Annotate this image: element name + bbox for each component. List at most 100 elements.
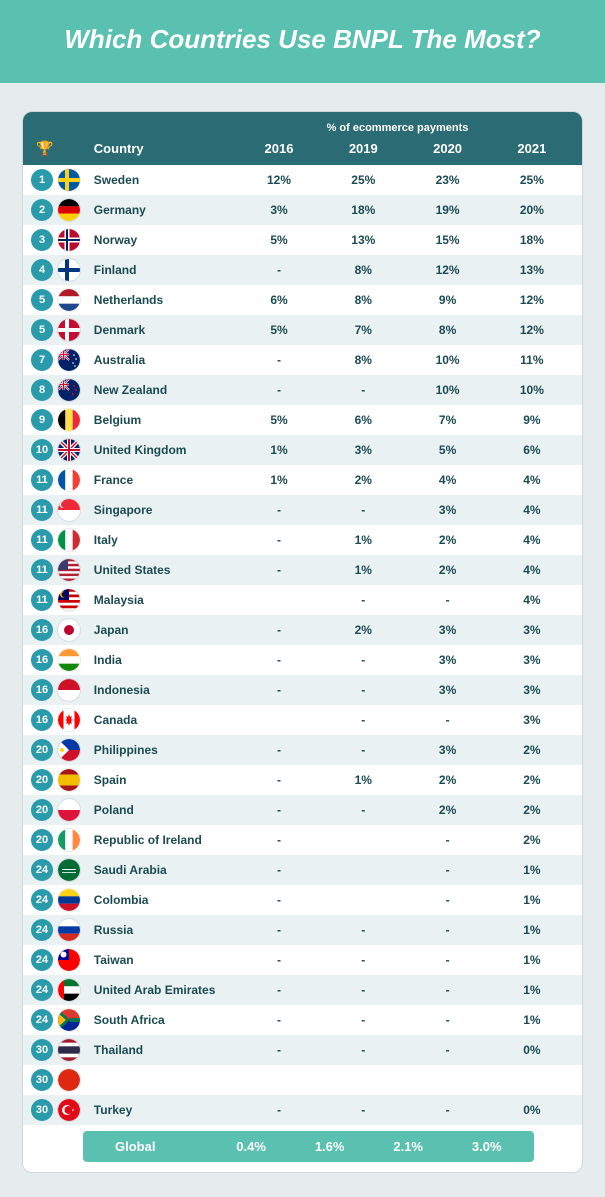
country-name: Netherlands <box>90 293 237 307</box>
flag-cell <box>58 169 89 191</box>
country-name: United States <box>90 563 237 577</box>
flag-cell <box>58 1069 89 1091</box>
val-2020: 2% <box>405 563 489 577</box>
country-name: Taiwan <box>90 953 237 967</box>
val-2021: 6% <box>490 443 574 457</box>
rank-badge: 30 <box>31 1099 53 1121</box>
val-2021: 0% <box>490 1103 574 1117</box>
rank-badge: 30 <box>31 1039 53 1061</box>
val-2020: 12% <box>405 263 489 277</box>
flag-cell <box>58 979 89 1001</box>
table-row: 30 Thailand - - - 0% <box>23 1035 582 1065</box>
val-2021: 4% <box>490 503 574 517</box>
val-2016: - <box>237 953 321 967</box>
country-name: Poland <box>90 803 237 817</box>
val-2021: 4% <box>490 593 574 607</box>
rank-badge: 20 <box>31 739 53 761</box>
val-2020: 3% <box>405 623 489 637</box>
country-name: Spain <box>90 773 237 787</box>
rank-badge: 24 <box>31 889 53 911</box>
table-row: 11 France 1% 2% 4% 4% <box>23 465 582 495</box>
val-2019: 1% <box>321 563 405 577</box>
val-2020: - <box>405 863 489 877</box>
country-name: Japan <box>90 623 237 637</box>
table-row: 20 Philippines - - 3% 2% <box>23 735 582 765</box>
rank-badge: 5 <box>31 289 53 311</box>
val-2020: 9% <box>405 293 489 307</box>
rank-cell: 8 <box>31 379 58 401</box>
table-row: 7 Australia - 8% 10% 11% <box>23 345 582 375</box>
val-2021: 2% <box>490 803 574 817</box>
super-header: % of ecommerce payments <box>213 118 582 136</box>
val-2020: - <box>405 1103 489 1117</box>
col-2019: 2019 <box>321 141 405 156</box>
val-2016: - <box>237 803 321 817</box>
val-2016: - <box>237 863 321 877</box>
country-name: Italy <box>90 533 237 547</box>
val-2020: - <box>405 923 489 937</box>
table-row: 1 Sweden 12% 25% 23% 25% <box>23 165 582 195</box>
val-2019: - <box>321 683 405 697</box>
val-2016: - <box>237 893 321 907</box>
val-2020: - <box>405 1013 489 1027</box>
country-name: United Arab Emirates <box>90 983 237 997</box>
rank-badge: 2 <box>31 199 53 221</box>
val-2021: 18% <box>490 233 574 247</box>
rank-badge: 3 <box>31 229 53 251</box>
flag-cell <box>58 289 89 311</box>
val-2021: 11% <box>490 353 574 367</box>
flag-cell <box>58 409 89 431</box>
rank-badge: 11 <box>31 559 53 581</box>
rank-cell: 11 <box>31 559 58 581</box>
rank-cell: 5 <box>31 289 58 311</box>
table-row: 2 Germany 3% 18% 19% 20% <box>23 195 582 225</box>
val-2021: 3% <box>490 653 574 667</box>
val-2021: 25% <box>490 173 574 187</box>
val-2016: - <box>237 533 321 547</box>
val-2019: 7% <box>321 323 405 337</box>
val-2019: 2% <box>321 473 405 487</box>
rank-cell: 9 <box>31 409 58 431</box>
rank-cell: 4 <box>31 259 58 281</box>
val-2021: 10% <box>490 383 574 397</box>
rank-cell: 24 <box>31 979 58 1001</box>
val-2020: 10% <box>405 353 489 367</box>
country-name: Philippines <box>90 743 237 757</box>
val-2021: 12% <box>490 323 574 337</box>
flag-cell <box>58 889 89 911</box>
table-row: 11 Malaysia - - 4% <box>23 585 582 615</box>
table-row: 30 <box>23 1065 582 1095</box>
val-2019: 6% <box>321 413 405 427</box>
rank-badge: 16 <box>31 679 53 701</box>
table-row: 24 Taiwan - - - 1% <box>23 945 582 975</box>
country-name: Australia <box>90 353 237 367</box>
flag-cell <box>58 709 89 731</box>
col-2016: 2016 <box>237 141 321 156</box>
country-name: Russia <box>90 923 237 937</box>
flag-cell <box>58 319 89 341</box>
flag-cell <box>58 259 89 281</box>
flag-cell <box>58 529 89 551</box>
val-2016: - <box>237 683 321 697</box>
table-row: 5 Denmark 5% 7% 8% 12% <box>23 315 582 345</box>
val-2019: 25% <box>321 173 405 187</box>
rank-badge: 20 <box>31 799 53 821</box>
val-2016: 1% <box>237 443 321 457</box>
rank-badge: 24 <box>31 859 53 881</box>
rank-cell: 20 <box>31 769 58 791</box>
rank-cell: 16 <box>31 709 58 731</box>
val-2019: - <box>321 923 405 937</box>
val-2016: - <box>237 353 321 367</box>
val-2020: 10% <box>405 383 489 397</box>
rank-cell: 20 <box>31 739 58 761</box>
rank-badge: 30 <box>31 1069 53 1091</box>
flag-cell <box>58 379 89 401</box>
global-label: Global <box>91 1139 212 1154</box>
table-row: 20 Spain - 1% 2% 2% <box>23 765 582 795</box>
rank-cell: 1 <box>31 169 58 191</box>
val-2020: 3% <box>405 503 489 517</box>
rank-badge: 16 <box>31 709 53 731</box>
rank-cell: 11 <box>31 499 58 521</box>
val-2019: - <box>321 953 405 967</box>
page-title: Which Countries Use BNPL The Most? <box>64 24 540 54</box>
